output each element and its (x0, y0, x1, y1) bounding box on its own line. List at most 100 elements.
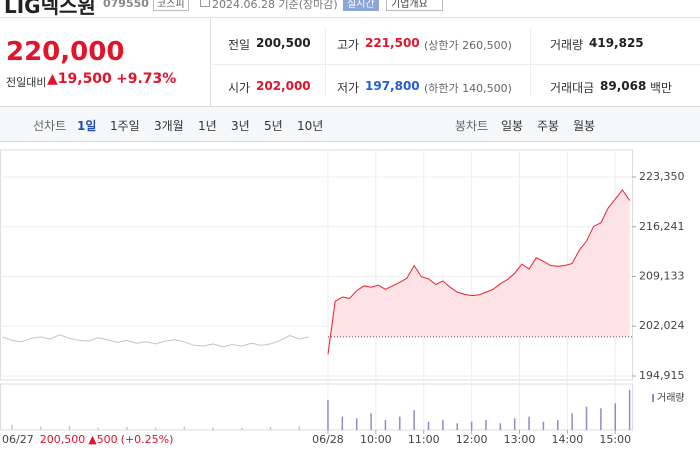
divider (210, 64, 700, 65)
volume-bar (39, 426, 42, 430)
volume-bar (542, 421, 545, 430)
overview-label: 기업개요 (391, 0, 428, 10)
stat-label: 거래량 (550, 38, 584, 52)
stat-label: 고가 (337, 38, 360, 52)
volume-bar (298, 426, 300, 430)
realtime-button[interactable]: 실시간 (343, 0, 379, 11)
y-tick-label: 194,915 (639, 369, 685, 382)
volume-bar (485, 420, 487, 430)
volume-bar (614, 403, 616, 430)
tab-item[interactable]: 3개월 (154, 119, 184, 133)
date: 2024.06.28 기준(장마감) (212, 0, 338, 11)
volume-bar (513, 418, 516, 430)
plot-frame (0, 149, 633, 381)
tab-item[interactable]: 주봉 (537, 119, 560, 133)
footer-date: 06/27 (2, 433, 34, 446)
volume-bar (456, 423, 458, 430)
y-tick-label: 223,350 (639, 170, 685, 183)
volume-bar (269, 427, 272, 430)
overview-button[interactable]: 기업개요 (386, 0, 443, 11)
volume-bar (341, 416, 344, 430)
tab-item[interactable]: 1주일 (110, 119, 140, 133)
volume-bar (68, 426, 71, 430)
divider (210, 18, 211, 106)
stat-value: 419,825 (589, 36, 644, 50)
volume-bar (585, 406, 588, 430)
volume-bar (370, 413, 372, 430)
price-line (327, 189, 631, 355)
change: ▲19,500 (47, 71, 112, 87)
x-tick-label: 15:00 (599, 433, 631, 446)
stat-value: 89,068 (600, 79, 647, 93)
volume-bar (499, 423, 502, 430)
x-tick-label: 11:00 (408, 433, 440, 446)
y-tick-label: 202,024 (639, 319, 685, 332)
stat-label: 시가 (228, 81, 251, 95)
x-tick-label: 14:00 (552, 433, 584, 446)
volume-bar (97, 427, 99, 430)
stat-unit: 백만 (650, 81, 673, 95)
volume-bar (427, 421, 430, 430)
y-tick-label: 209,133 (639, 269, 685, 282)
divider (325, 28, 326, 96)
volume-bar (413, 410, 415, 430)
tab-group-label: 봉차트 (455, 119, 489, 133)
volume-bar (470, 421, 473, 430)
volume-bar (557, 420, 559, 430)
volume-bar (183, 426, 186, 430)
volume-bar (154, 427, 157, 430)
legend-swatch (652, 394, 654, 402)
change-label: 전일대비 (6, 76, 47, 89)
divider (0, 17, 700, 18)
x-tick-label: 10:00 (360, 433, 392, 446)
tab-group-label: 선차트 (33, 119, 67, 133)
tab-item[interactable]: 10년 (297, 119, 324, 133)
tab-item[interactable]: 3년 (231, 119, 250, 133)
stat-note: (상한가 260,500) (424, 39, 512, 52)
volume-bar (600, 408, 602, 430)
tab-item[interactable]: 1일 (77, 119, 97, 133)
stat-value: 202,000 (256, 79, 311, 93)
volume-bar (384, 420, 387, 430)
divider (530, 28, 531, 96)
volume-bar (241, 428, 243, 430)
tab-item[interactable]: 1년 (198, 119, 217, 133)
y-tick-label: 216,241 (639, 220, 685, 233)
x-tick-label: 06/28 (312, 433, 344, 446)
footer-price: 200,500 (40, 433, 86, 446)
tab-item[interactable]: 일봉 (501, 119, 524, 133)
calendar-icon (200, 0, 210, 7)
tab-item[interactable]: 5년 (264, 119, 283, 133)
stat-value: 197,800 (365, 79, 420, 93)
volume-bar (628, 390, 631, 430)
footer-rate: (+0.25%) (121, 433, 174, 446)
tab-bar (0, 106, 700, 142)
market-badge: 코스피 (153, 0, 189, 11)
volume-bar (399, 416, 401, 430)
stat-note: (하한가 140,500) (424, 82, 512, 95)
stat-value: 221,500 (365, 36, 420, 50)
area-fill (327, 189, 630, 355)
stat-value: 200,500 (256, 36, 311, 50)
stat-label: 거래대금 (550, 81, 595, 95)
price-line (2, 334, 309, 348)
volume-bar (212, 427, 214, 430)
volume-bar (571, 413, 573, 430)
tab-item[interactable]: 월봉 (573, 119, 596, 133)
volume-bar (327, 400, 329, 430)
x-tick-label: 13:00 (504, 433, 536, 446)
stock-code: 079550 (103, 0, 149, 10)
volume-frame (0, 383, 633, 431)
stock-name: LIG넥스원 (4, 0, 96, 18)
volume-bar (355, 418, 358, 430)
x-tick-label: 12:00 (456, 433, 488, 446)
footer-change: ▲500 (88, 433, 117, 446)
volume-bar (126, 427, 128, 430)
legend-label: 거래량 (657, 392, 685, 404)
stat-label: 저가 (337, 81, 360, 95)
volume-bar (11, 425, 13, 430)
volume-bar (528, 416, 530, 430)
volume-bar (442, 420, 444, 430)
